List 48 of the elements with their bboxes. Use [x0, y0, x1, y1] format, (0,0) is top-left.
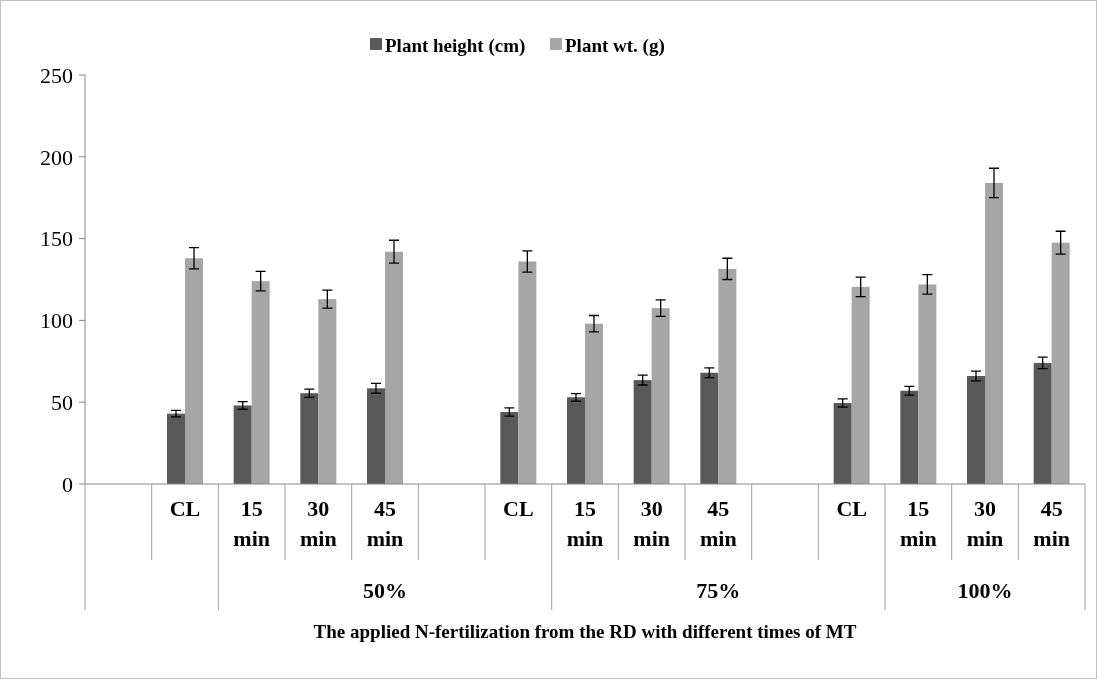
bar	[567, 397, 585, 484]
y-tick-label: 50	[51, 389, 73, 415]
x-tick-label: 30 min	[299, 496, 337, 551]
x-tick-label: 15 min	[233, 496, 271, 551]
bar	[251, 281, 270, 484]
x-tick-label: 30 min	[633, 496, 671, 551]
bar	[318, 299, 337, 484]
text: 50%	[363, 578, 407, 603]
x-tick-label: 15 min	[566, 496, 604, 551]
bar	[500, 412, 519, 484]
x-axis-title: The applied N-fertilization from the RD with different times of MT	[313, 621, 857, 642]
bar	[900, 390, 919, 484]
legend-label: Plant height (cm)	[385, 34, 526, 57]
bar	[167, 413, 185, 484]
y-tick-label: 100	[40, 308, 73, 334]
x-tick-label: CL	[503, 496, 534, 521]
bar	[833, 403, 852, 484]
y-tick-label: 150	[40, 226, 73, 252]
bar	[1033, 362, 1052, 484]
y-tick-label: 250	[40, 62, 73, 88]
bar	[367, 388, 385, 484]
bar	[967, 376, 985, 484]
x-tick-label: CL	[836, 496, 867, 521]
bar	[918, 284, 937, 484]
bar	[233, 405, 252, 484]
bar	[1051, 242, 1070, 484]
y-tick-label: 200	[40, 144, 73, 170]
bar	[385, 251, 403, 484]
x-tick-label: CL	[169, 496, 201, 521]
x-tick-label: 15 min	[899, 496, 937, 551]
bar	[300, 393, 319, 484]
text: 100%	[957, 578, 1013, 603]
bar	[585, 323, 603, 484]
bar	[700, 372, 719, 484]
bar	[185, 258, 203, 484]
bar	[718, 268, 737, 484]
x-tick-label: 45 min	[699, 496, 737, 551]
bar	[851, 286, 870, 484]
bar	[633, 380, 652, 484]
x-tick-label: 45 min	[1033, 496, 1071, 551]
bar	[985, 182, 1003, 484]
x-tick-label: 45 min	[366, 496, 404, 551]
bar	[651, 308, 670, 484]
y-tick-label: 0	[62, 471, 73, 497]
legend-label: Plant wt. (g)	[565, 34, 665, 57]
text: 75%	[696, 578, 741, 603]
bar	[518, 261, 537, 484]
x-tick-label: 30 min	[966, 496, 1004, 551]
